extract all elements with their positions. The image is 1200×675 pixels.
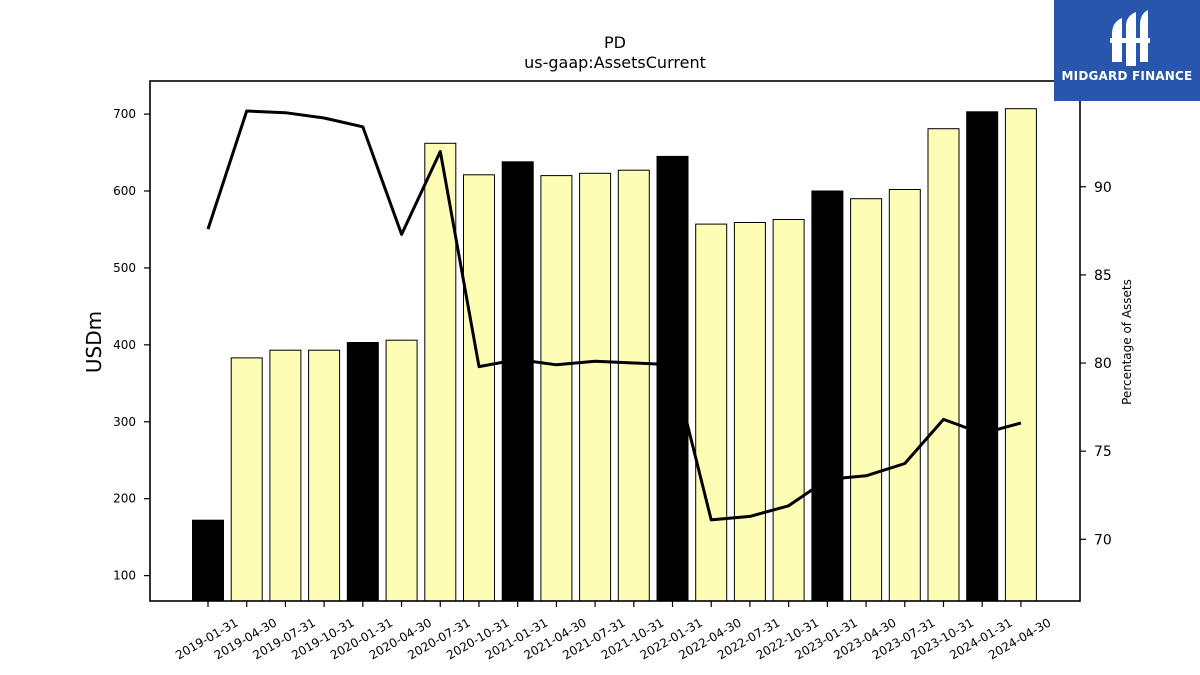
bar-2021-01-31: [501, 161, 534, 602]
bar-2023-04-30: [850, 198, 883, 602]
y-tick-label: 600: [113, 184, 136, 198]
bar-2020-04-30: [385, 339, 418, 602]
bar-2019-07-31: [269, 349, 302, 602]
y-tick-label: 200: [113, 492, 136, 506]
bar-series: [192, 108, 1037, 602]
bar-2024-01-31: [966, 111, 999, 602]
bar-2024-04-30: [1004, 108, 1037, 602]
bar-2021-10-31: [617, 169, 650, 602]
y-tick-label: 400: [113, 338, 136, 352]
bar-2023-01-31: [811, 190, 844, 602]
brand-name: MIDGARD FINANCE: [1061, 69, 1193, 83]
logo-mark-icon: [1110, 10, 1150, 66]
y2-tick-label: 90: [1094, 180, 1112, 196]
bar-2019-01-31: [192, 519, 224, 602]
brand-logo: MIDGARD FINANCE: [1054, 0, 1200, 101]
y2-axis-label: Percentage of Assets: [1120, 279, 1134, 405]
y-tick-label: 300: [113, 415, 136, 429]
bar-2022-01-31: [656, 155, 689, 602]
bar-2022-04-30: [695, 223, 728, 602]
bar-2023-07-31: [888, 189, 921, 602]
y2-tick-label: 80: [1094, 356, 1112, 372]
y-tick-label: 700: [113, 107, 136, 121]
bar-2021-04-30: [540, 175, 573, 602]
y-tick-label: 100: [113, 569, 136, 583]
y2-tick-label: 75: [1094, 444, 1112, 460]
chart-subtitle: us-gaap:AssetsCurrent: [524, 53, 706, 72]
bar-2020-01-31: [346, 342, 379, 602]
percentage-line: [206, 109, 1022, 522]
bar-2023-10-31: [927, 128, 960, 602]
left-axis: 100 200 300 400 500 600 700: [113, 107, 150, 583]
chart-title: PD: [604, 33, 626, 52]
y-tick-label: 500: [113, 261, 136, 275]
bar-2022-10-31: [772, 219, 805, 602]
x-axis: 2019-01-312019-04-302019-07-312019-10-31…: [173, 601, 1053, 662]
y2-tick-label: 85: [1094, 268, 1112, 284]
y-axis-label: USDm: [82, 311, 106, 373]
bar-2019-04-30: [230, 357, 263, 602]
plot-frame: [149, 80, 1081, 602]
bar-2019-10-31: [308, 349, 341, 602]
bar-2022-07-31: [733, 222, 766, 602]
y2-tick-label: 70: [1094, 532, 1112, 548]
bar-2020-07-31: [424, 142, 457, 602]
bar-2021-07-31: [579, 172, 612, 602]
right-axis: 70 75 80 85 90: [1080, 180, 1112, 548]
bar-2020-10-31: [463, 174, 495, 602]
